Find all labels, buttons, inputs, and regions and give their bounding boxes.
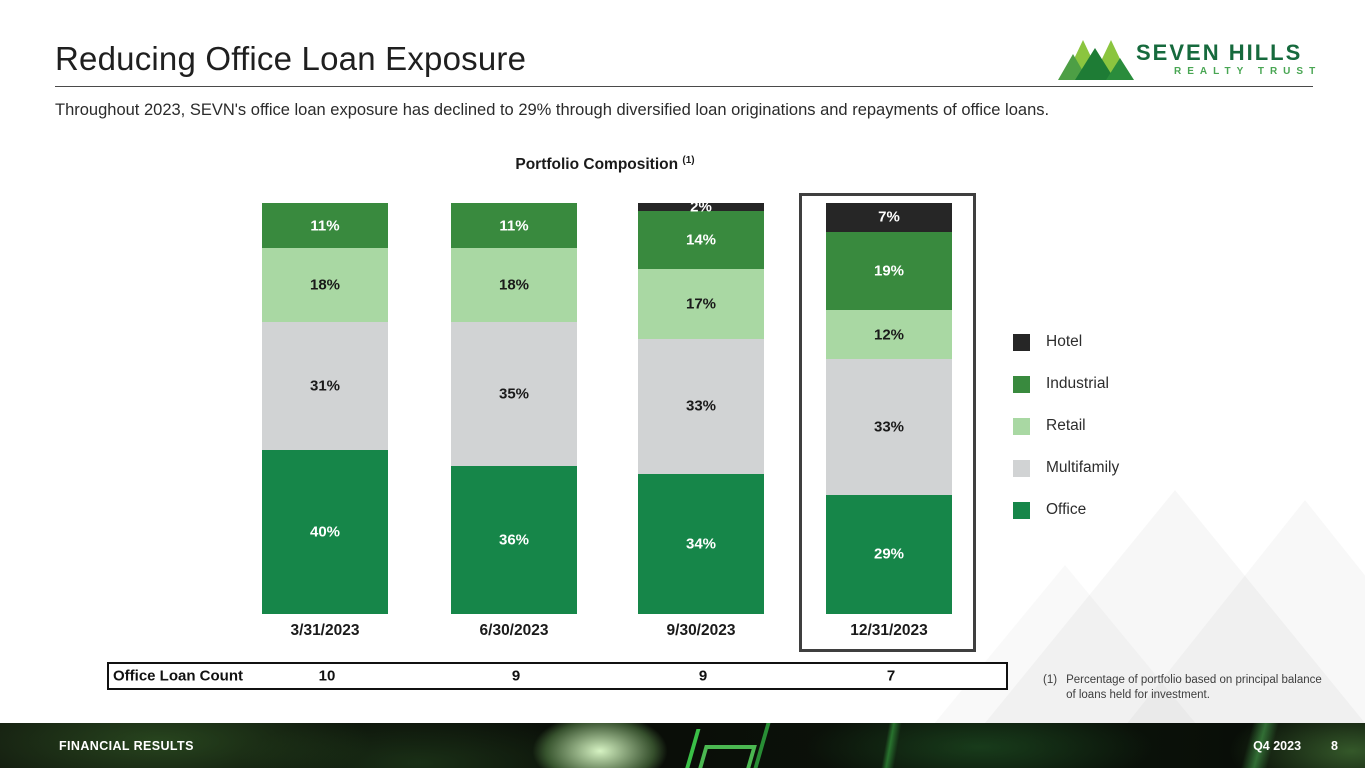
segment-industrial: 14% — [638, 211, 764, 269]
footnote: (1) Percentage of portfolio based on pri… — [1043, 673, 1333, 703]
office-loan-count-table: Office Loan Count 10 9 9 7 — [107, 662, 1008, 690]
segment-value-label: 11% — [499, 217, 529, 235]
segment-value-label: 34% — [685, 535, 717, 553]
x-axis-label: 9/30/2023 — [666, 622, 736, 639]
x-axis-label: 3/31/2023 — [290, 622, 360, 639]
chart-title: Portfolio Composition (1) — [515, 155, 695, 174]
segment-value-label: 12% — [873, 326, 905, 343]
legend-label: Hotel — [1046, 333, 1083, 350]
segment-office: 29% — [826, 494, 952, 614]
segment-value-label: 14% — [685, 231, 717, 249]
segment-hotel: 2% — [638, 199, 764, 216]
seven-hills-logo: SEVEN HILLS REALTY TRUST — [1058, 38, 1322, 82]
x-axis-label: 12/31/2023 — [850, 622, 928, 639]
x-axis-label: 6/30/2023 — [479, 622, 549, 639]
segment-value-label: 35% — [498, 385, 530, 403]
footer-graphic — [845, 723, 935, 768]
legend-item-office: Office — [1013, 501, 1119, 519]
footer-right: Q4 2023 8 — [1253, 739, 1338, 753]
segment-multifamily: 35% — [451, 322, 577, 467]
segment-value-label: 7% — [878, 208, 900, 226]
segment-value-label: 11% — [310, 217, 340, 235]
legend-label: Multifamily — [1046, 459, 1120, 476]
footer-bar: FINANCIAL RESULTS Q4 2023 8 — [0, 723, 1365, 768]
segment-industrial: 19% — [826, 231, 952, 310]
footnote-marker: (1) — [1043, 674, 1058, 686]
mountains-icon — [1058, 38, 1134, 80]
stacked-bar-9/30/2023: 2% 14% 17% 33% 34% — [638, 199, 764, 614]
logo-name: SEVEN HILLS — [1136, 40, 1303, 65]
segment-value-label: 18% — [498, 276, 530, 294]
segment-multifamily: 33% — [638, 338, 764, 475]
segment-value-label: 33% — [873, 418, 905, 436]
legend-swatch — [1013, 417, 1030, 435]
legend-swatch — [1013, 459, 1030, 477]
segment-hotel: 7% — [826, 203, 952, 232]
segment-multifamily: 31% — [262, 322, 388, 450]
stacked-bar-12/31/2023: 7% 19% 12% 33% 29% — [826, 203, 952, 614]
segment-value-label: 36% — [498, 531, 530, 549]
office-loan-count-value: 7 — [886, 667, 896, 685]
segment-office: 34% — [638, 474, 764, 614]
footnote-reference: (1) — [682, 155, 695, 166]
segment-value-label: 19% — [873, 262, 905, 280]
legend-item-hotel: Hotel — [1013, 333, 1119, 351]
segment-retail: 17% — [638, 268, 764, 339]
office-loan-count-value: 9 — [511, 667, 521, 685]
segment-value-label: 18% — [309, 276, 341, 294]
logo-tagline: REALTY TRUST — [1174, 66, 1322, 77]
office-loan-count-value: 10 — [318, 667, 336, 685]
stacked-bar-6/30/2023: 11% 18% 35% 36% — [451, 203, 577, 614]
office-loan-count-values: 10 9 9 7 — [109, 664, 1006, 688]
segment-value-label: 40% — [309, 523, 341, 541]
legend-swatch — [1013, 375, 1030, 393]
office-loan-count-value: 9 — [698, 667, 708, 685]
office-loan-count-label: Office Loan Count — [113, 667, 243, 685]
legend-label: Industrial — [1046, 375, 1109, 392]
stacked-bar-3/31/2023: 11% 18% 31% 40% — [262, 203, 388, 614]
legend-label: Office — [1046, 501, 1087, 518]
title-divider — [55, 86, 1313, 87]
segment-industrial: 11% — [262, 203, 388, 249]
page-title: Reducing Office Loan Exposure — [55, 40, 527, 77]
segment-value-label: 31% — [309, 377, 341, 395]
footer-graphic — [683, 729, 701, 768]
legend-swatch — [1013, 333, 1030, 351]
chart-legend: Hotel Industrial Retail Multifamily Office — [1013, 333, 1119, 543]
legend-swatch — [1013, 501, 1030, 519]
footer-graphic — [1200, 723, 1320, 768]
legend-item-retail: Retail — [1013, 417, 1119, 435]
footer-section-label: FINANCIAL RESULTS — [59, 738, 194, 753]
segment-retail: 18% — [262, 248, 388, 323]
page-number: 8 — [1331, 738, 1338, 753]
segment-industrial: 11% — [451, 203, 577, 249]
segment-retail: 18% — [451, 248, 577, 323]
segment-office: 36% — [451, 466, 577, 614]
page-subtitle: Throughout 2023, SEVN's office loan expo… — [55, 101, 1050, 119]
legend-item-multifamily: Multifamily — [1013, 459, 1119, 477]
footer-graphic — [695, 745, 757, 768]
segment-retail: 12% — [826, 309, 952, 360]
legend-item-industrial: Industrial — [1013, 375, 1119, 393]
segment-office: 40% — [262, 449, 388, 614]
legend-label: Retail — [1046, 417, 1086, 434]
segment-value-label: 17% — [685, 295, 717, 313]
segment-multifamily: 33% — [826, 359, 952, 495]
footer-quarter: Q4 2023 — [1253, 738, 1302, 753]
segment-value-label: 33% — [685, 397, 717, 415]
segment-value-label: 2% — [690, 198, 712, 216]
footnote-text: Percentage of portfolio based on princip… — [1066, 674, 1322, 702]
segment-value-label: 29% — [873, 545, 905, 563]
